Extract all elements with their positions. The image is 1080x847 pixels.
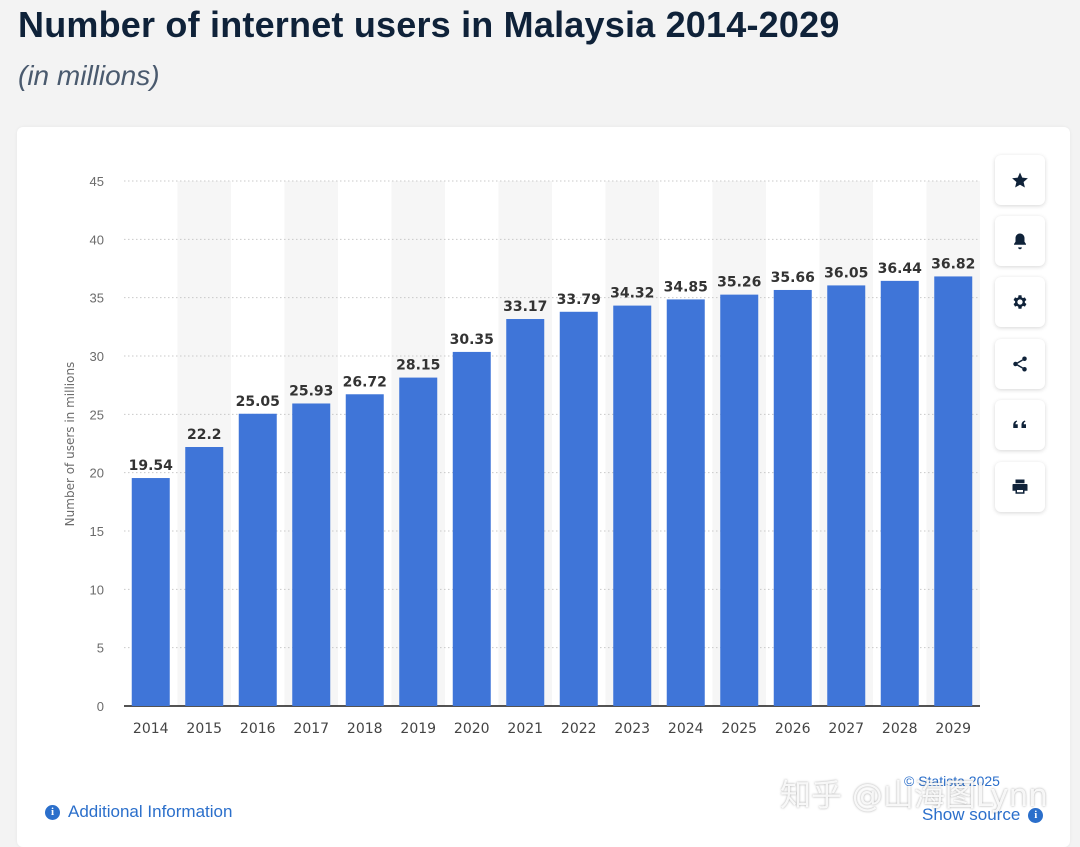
y-tick-label: 30	[90, 349, 104, 364]
y-tick-label: 40	[90, 232, 104, 247]
show-source-label: Show source	[922, 805, 1021, 824]
data-label: 26.72	[343, 374, 387, 390]
x-tick-label: 2027	[828, 721, 864, 737]
bar	[934, 276, 973, 706]
data-label: 34.32	[610, 286, 654, 302]
data-label: 25.93	[289, 383, 333, 399]
data-label: 35.26	[717, 275, 761, 291]
x-tick-label: 2019	[400, 721, 436, 737]
show-source-link[interactable]: Show source i	[922, 805, 1044, 825]
x-tick-label: 2029	[935, 721, 971, 737]
info-icon: i	[1028, 807, 1044, 823]
data-label: 22.2	[187, 427, 222, 443]
data-label: 30.35	[450, 332, 494, 348]
bar	[131, 478, 170, 706]
gear-icon	[1013, 295, 1027, 309]
bar	[345, 394, 384, 706]
bar	[399, 377, 438, 706]
bar	[720, 294, 759, 706]
star-icon	[1012, 172, 1028, 188]
x-tick-label: 2023	[614, 721, 650, 737]
data-label: 36.44	[878, 261, 923, 277]
y-axis-label: Number of users in millions	[63, 362, 77, 527]
bar	[559, 311, 598, 706]
share-button[interactable]	[995, 339, 1045, 389]
bar	[452, 351, 491, 706]
data-label: 34.85	[664, 279, 708, 295]
page-title: Number of internet users in Malaysia 201…	[18, 4, 840, 45]
info-icon: i	[45, 804, 60, 820]
data-label: 36.82	[931, 256, 975, 272]
bar	[292, 403, 331, 706]
x-tick-label: 2017	[293, 721, 329, 737]
y-tick-label: 35	[90, 291, 104, 306]
y-tick-label: 25	[90, 407, 104, 422]
notification-button[interactable]	[995, 216, 1045, 266]
additional-information-link[interactable]: i Additional Information	[45, 802, 232, 822]
cite-button[interactable]	[995, 400, 1045, 450]
favorite-button[interactable]	[995, 155, 1045, 205]
y-tick-label: 10	[90, 582, 104, 597]
share-icon	[1013, 356, 1027, 372]
x-tick-label: 2014	[133, 721, 169, 737]
bell-icon	[1014, 233, 1026, 250]
x-tick-label: 2022	[561, 721, 597, 737]
bar	[238, 413, 277, 706]
y-tick-label: 15	[90, 524, 104, 539]
data-label: 35.66	[771, 270, 815, 286]
quote-icon	[1013, 420, 1026, 428]
x-tick-label: 2028	[882, 721, 918, 737]
print-button[interactable]	[995, 462, 1045, 512]
bar	[666, 299, 705, 706]
additional-information-label: Additional Information	[68, 802, 233, 821]
x-tick-label: 2016	[240, 721, 276, 737]
printer-icon	[1012, 479, 1028, 494]
x-tick-label: 2021	[507, 721, 543, 737]
data-label: 33.17	[503, 299, 547, 315]
x-tick-label: 2024	[668, 721, 704, 737]
data-label: 25.05	[236, 394, 280, 410]
y-tick-label: 0	[97, 699, 104, 714]
bar	[185, 447, 224, 706]
bar	[773, 289, 812, 706]
x-tick-label: 2015	[186, 721, 222, 737]
y-tick-label: 5	[97, 641, 104, 656]
y-tick-label: 20	[90, 466, 104, 481]
settings-button[interactable]	[995, 277, 1045, 327]
data-label: 33.79	[557, 292, 601, 308]
x-tick-label: 2026	[775, 721, 811, 737]
bar	[827, 285, 866, 706]
y-tick-label: 45	[90, 174, 104, 189]
bar	[506, 319, 545, 706]
data-label: 28.15	[396, 358, 440, 374]
bar	[613, 305, 652, 706]
copyright-text[interactable]: © Statista 2025	[904, 773, 1000, 789]
bar	[880, 280, 919, 706]
x-tick-label: 2025	[721, 721, 757, 737]
watermark: 知乎 @山海图Lynn	[780, 778, 1048, 814]
x-tick-label: 2020	[454, 721, 490, 737]
x-tick-label: 2018	[347, 721, 383, 737]
data-label: 36.05	[824, 265, 868, 281]
page-subtitle: (in millions)	[18, 60, 160, 91]
data-label: 19.54	[129, 458, 174, 474]
